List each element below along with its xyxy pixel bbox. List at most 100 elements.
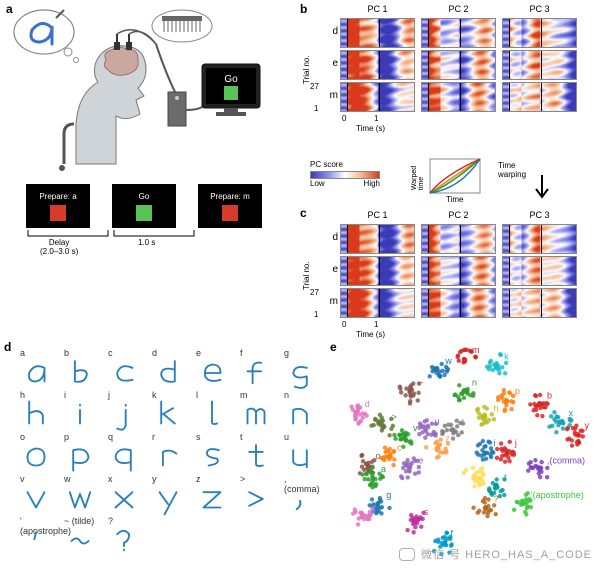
scatter-point xyxy=(392,457,396,461)
letter-cell: c xyxy=(104,348,146,390)
task-label: Prepare: m xyxy=(210,192,250,201)
scatter-point xyxy=(418,421,422,425)
heatmap-cell xyxy=(421,288,496,318)
scatter-point xyxy=(486,497,490,501)
scatter-point xyxy=(483,505,487,509)
scatter-point xyxy=(408,401,412,405)
cluster-label: w xyxy=(444,356,452,366)
scatter-point xyxy=(417,425,421,429)
scatter-point xyxy=(438,374,442,378)
scatter-point xyxy=(417,465,421,469)
letter-cell: r xyxy=(148,432,190,474)
heatmap-cell xyxy=(421,18,496,48)
cluster-label: t xyxy=(504,473,507,483)
wechat-icon xyxy=(399,548,415,561)
scatter-point xyxy=(401,466,405,470)
scatter-point xyxy=(488,440,492,444)
scatter-point xyxy=(380,415,384,419)
scatter-point xyxy=(422,419,426,423)
cluster-label: h xyxy=(493,403,498,413)
scatter-point xyxy=(476,452,480,456)
scatter-point xyxy=(351,408,355,412)
xtick-1: 1 xyxy=(374,320,378,329)
row-d: d xyxy=(324,26,338,37)
cluster-label: m xyxy=(472,345,480,355)
scatter-point xyxy=(387,506,391,510)
scatter-point xyxy=(435,366,439,370)
delay-text: Delay (2.0–3.0 s) xyxy=(40,238,78,256)
scatter-point xyxy=(353,507,357,511)
letter-cell: u xyxy=(280,432,322,474)
colorbar-label: PC score xyxy=(310,160,390,169)
scatter-point xyxy=(535,413,539,417)
pc2-header: PC 2 xyxy=(421,210,496,220)
scatter-point xyxy=(372,423,376,427)
scatter-point xyxy=(457,383,461,387)
scatter-point xyxy=(468,393,472,397)
scatter-point xyxy=(409,461,413,465)
colorbar-gradient xyxy=(310,171,380,179)
scatter-point xyxy=(483,500,487,504)
cluster-label: l xyxy=(483,464,485,474)
cluster-label: b xyxy=(547,390,552,400)
xtick-0: 0 xyxy=(342,320,346,329)
scatter-point xyxy=(573,426,577,430)
scatter-point xyxy=(576,432,580,436)
pc1-header: PC 1 xyxy=(340,210,415,220)
tsne-scatter: mkwn~pdhb>urvzyxijcoealtgq?s,(comma)'(ap… xyxy=(330,344,598,560)
brain-icon xyxy=(104,47,138,75)
cluster-label: j xyxy=(514,438,517,448)
row-e: e xyxy=(324,264,338,275)
scatter-point xyxy=(539,460,543,464)
scatter-point xyxy=(440,369,444,373)
scatter-point xyxy=(440,362,444,366)
scatter-point xyxy=(567,423,571,427)
task-label: Prepare: a xyxy=(39,192,76,201)
scatter-point xyxy=(402,434,406,438)
task-label: Go xyxy=(139,192,150,201)
scatter-point xyxy=(520,499,524,503)
scatter-point xyxy=(561,426,565,430)
scatter-point xyxy=(463,358,467,362)
scatter-point xyxy=(549,414,553,418)
scatter-point xyxy=(435,455,439,459)
letter-cell: s xyxy=(192,432,234,474)
scatter-point xyxy=(441,536,445,540)
heatmap-grid-b xyxy=(340,18,577,112)
heatmap-grid-c xyxy=(340,224,577,318)
scatter-point xyxy=(417,432,421,436)
scatter-point xyxy=(459,392,463,396)
letter-cell: w xyxy=(60,474,102,516)
scatter-point xyxy=(423,435,427,439)
scatter-point xyxy=(392,433,396,437)
letter-cell: y xyxy=(148,474,190,516)
heatmap-cell xyxy=(340,18,415,48)
letter-cell: , (comma) xyxy=(280,474,322,516)
scatter-point xyxy=(409,439,413,443)
scatter-point xyxy=(433,441,437,445)
letter-cell: k xyxy=(148,390,190,432)
scatter-point xyxy=(460,430,464,434)
colorbar: PC score Low High xyxy=(310,160,390,200)
cluster-label: o xyxy=(376,451,381,461)
scatter-point xyxy=(540,414,544,418)
scatter-point xyxy=(446,367,450,371)
cluster-label: ,(comma) xyxy=(547,455,585,465)
letter-cell: o xyxy=(16,432,58,474)
cluster-label: c xyxy=(397,442,402,452)
scatter-point xyxy=(501,449,505,453)
scatter-point xyxy=(481,457,485,461)
scatter-point xyxy=(451,436,455,440)
scatter-point xyxy=(462,396,466,400)
xtick-1: 1 xyxy=(374,114,378,123)
scatter-point xyxy=(355,404,359,408)
scatter-point xyxy=(508,440,512,444)
letter-cell: q xyxy=(104,432,146,474)
scatter-point xyxy=(364,472,368,476)
scatter-point xyxy=(403,393,407,397)
letter-cell: h xyxy=(16,390,58,432)
scatter-point xyxy=(417,470,421,474)
letter-grid: abcdefghijklmnopqrstuvwxyz>, (comma)' (a… xyxy=(16,348,322,558)
scatter-point xyxy=(414,518,418,522)
scatter-point xyxy=(515,500,519,504)
